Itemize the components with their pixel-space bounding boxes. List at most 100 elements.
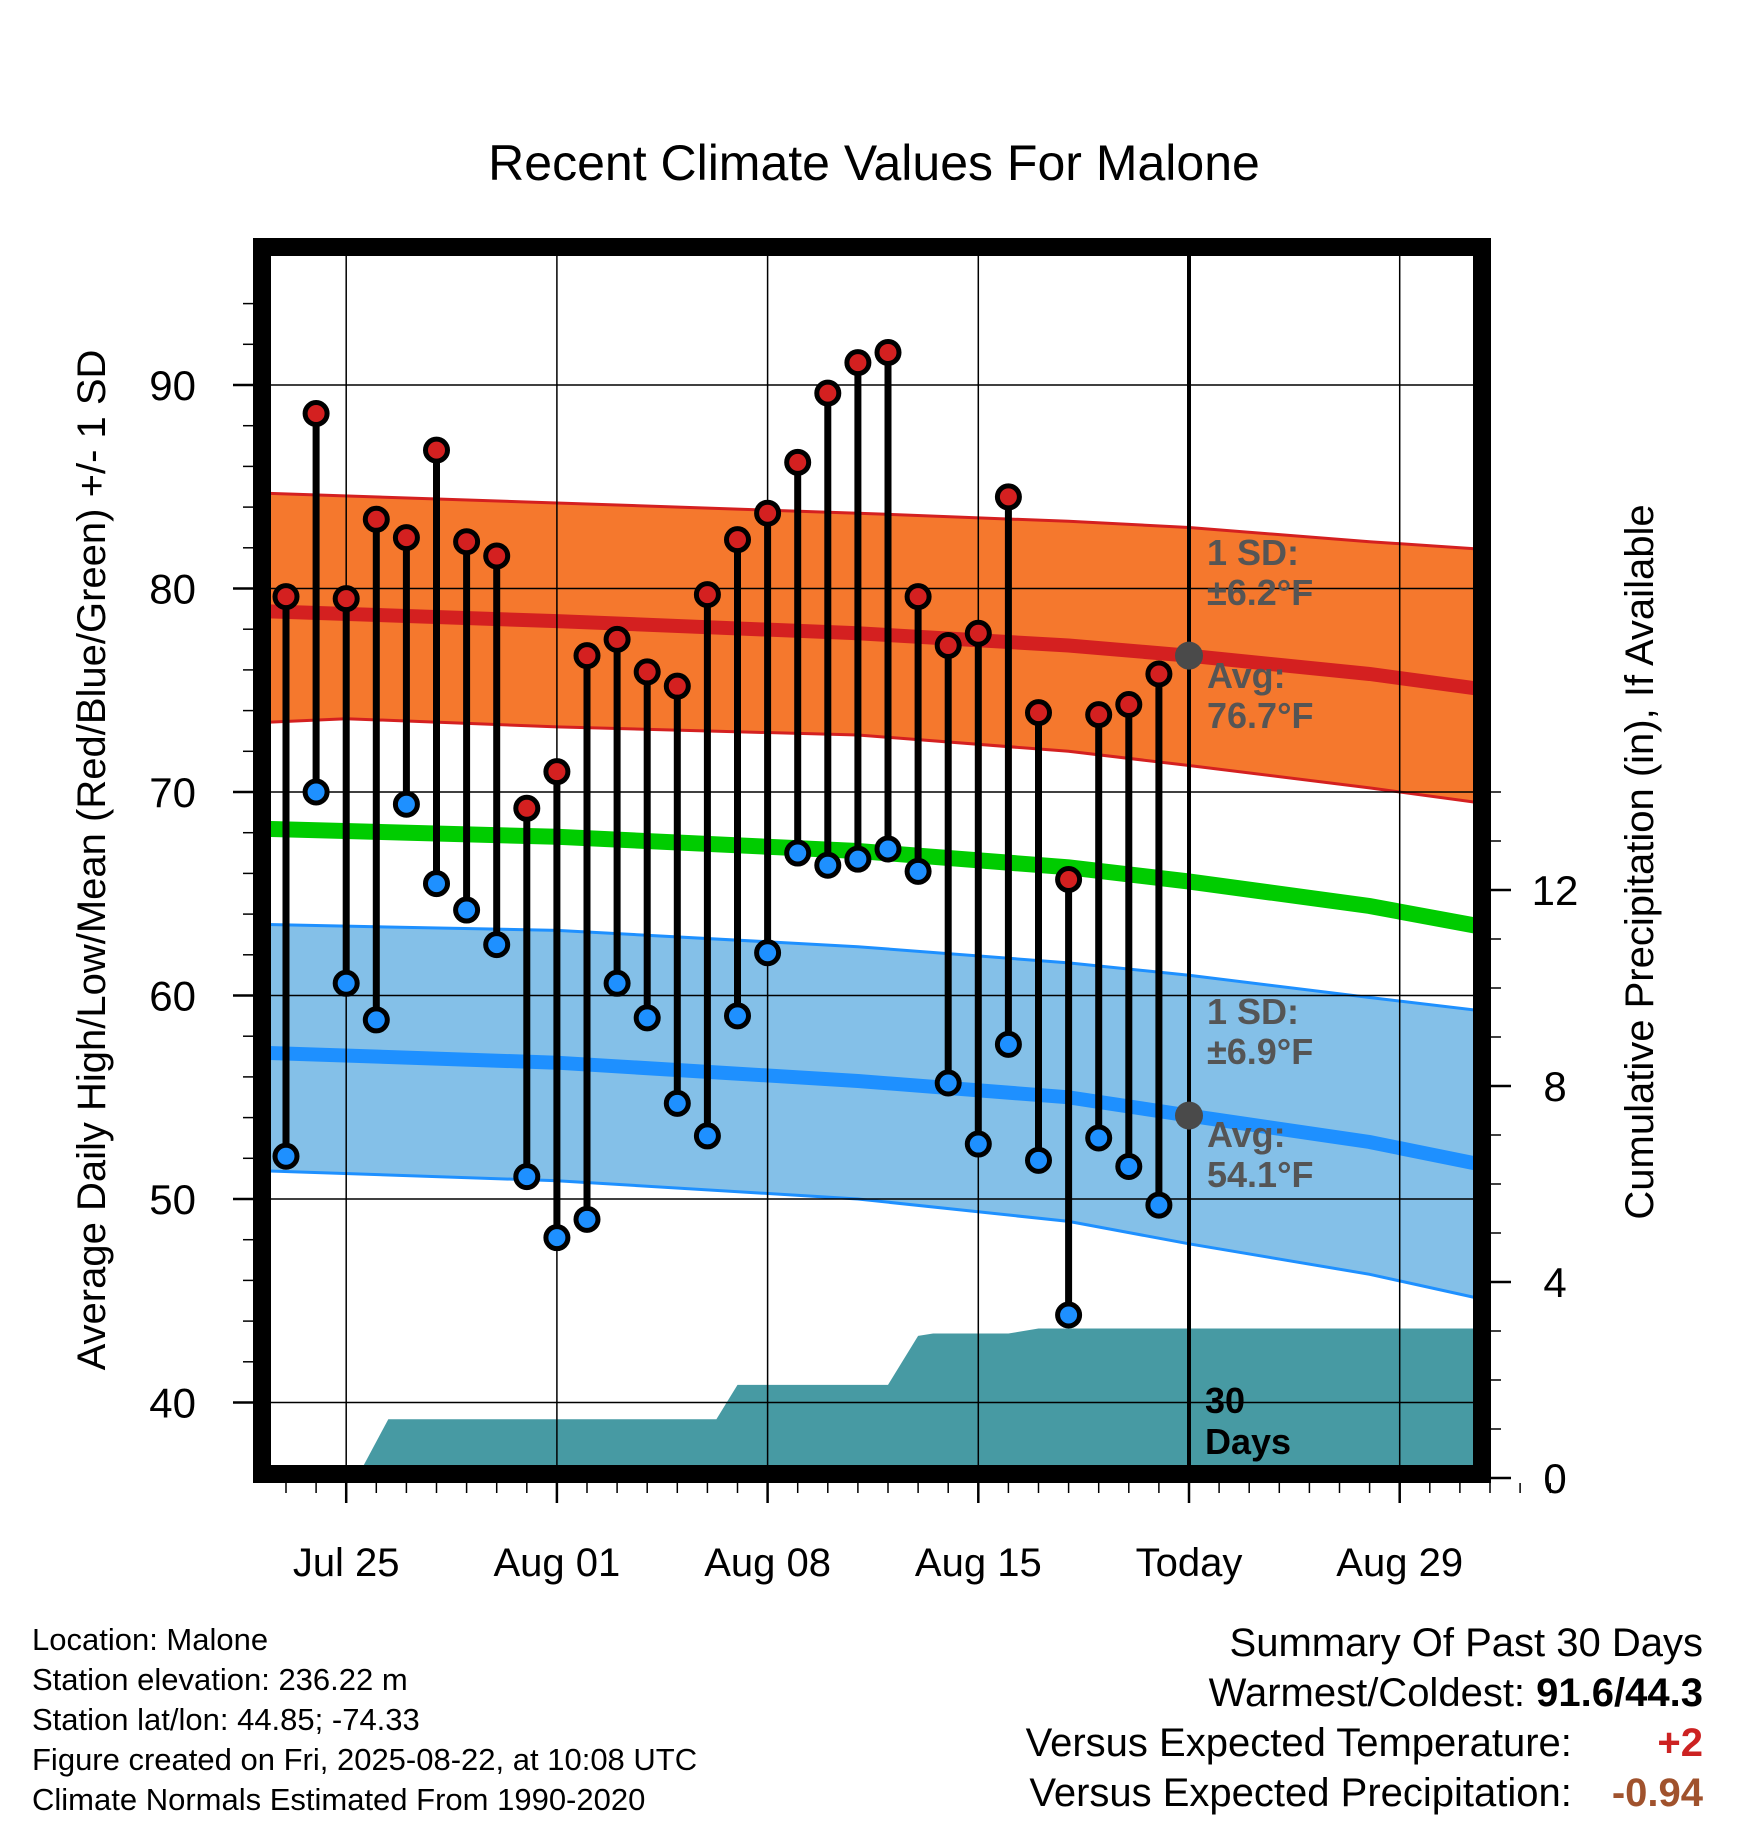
daily-high-point [814,379,842,407]
daily-low-point [1025,1146,1052,1174]
daily-high-point [302,399,330,427]
elevation-text: Station elevation: 236.22 m [32,1662,408,1697]
daily-high-point [392,524,420,552]
y-tick-label: 40 [149,1380,196,1427]
low-avg-annotation-0: Avg: [1207,1114,1286,1155]
normals-text: Climate Normals Estimated From 1990-2020 [32,1782,646,1817]
y-tick-label: 80 [149,566,196,613]
daily-high-point [453,528,481,556]
daily-low-point [904,857,932,885]
daily-high-point [272,583,300,611]
daily-dots [272,338,1173,1329]
days-annotation-1: Days [1205,1421,1291,1462]
daily-low-point [483,931,511,959]
y-axis-label: Average Daily High/Low/Mean (Red/Blue/Gr… [70,350,114,1371]
low-sd-band [262,924,1482,1300]
precip-value: -0.94 [1611,1771,1703,1815]
warm-cold-label: Warmest/Coldest: [1208,1671,1526,1715]
x-tick-label: Aug 15 [915,1541,1042,1585]
daily-high-point [934,631,962,659]
daily-high-point [332,585,360,613]
daily-low-point [302,778,330,806]
daily-low-point [513,1163,541,1191]
daily-low-point [603,969,631,997]
daily-low-point [964,1130,992,1158]
created-text: Figure created on Fri, 2025-08-22, at 10… [32,1742,698,1777]
grid-lines [262,247,1482,1474]
daily-low-point [814,851,842,879]
daily-low-point [453,896,481,924]
daily-low-point [724,1002,751,1030]
x-tick-label: Aug 29 [1336,1541,1463,1585]
daily-low-point [1055,1301,1083,1329]
daily-high-point [1145,660,1173,688]
daily-low-point [362,1006,390,1034]
daily-high-point [362,505,390,533]
daily-low-point [754,939,782,967]
daily-low-point [994,1030,1022,1058]
x-tick-label: Today [1136,1541,1243,1585]
daily-high-point [543,758,571,786]
daily-high-point [483,542,511,570]
daily-high-point [874,338,902,366]
daily-high-point [964,619,992,647]
days-annotation-0: 30 [1205,1380,1245,1421]
summary-warm-cold: Warmest/Coldest: 91.6/44.3 [1026,1668,1703,1718]
location-text: Location: Malone [32,1622,269,1657]
high-avg-annotation-0: Avg: [1207,655,1286,696]
daily-high-point [1055,866,1083,894]
daily-low-point [934,1069,962,1097]
high-sd-annotation-1: ±6.2°F [1207,572,1313,613]
daily-low-point [1145,1191,1173,1219]
temp-value: +2 [1657,1721,1703,1765]
daily-low-point [874,835,902,863]
x-tick-label: Aug 01 [494,1541,621,1585]
y2-tick-label: 8 [1543,1063,1566,1110]
daily-high-point [663,672,691,700]
precipitation-fill [262,1328,1482,1474]
daily-high-point [1115,690,1143,718]
low-sd-annotation-0: 1 SD: [1207,991,1299,1032]
daily-high-point [904,583,932,611]
daily-high-point [724,526,751,554]
daily-low-point [844,845,872,873]
daily-low-point [332,969,360,997]
temp-label: Versus Expected Temperature: [1025,1721,1572,1765]
plot-frame [253,238,1491,1483]
daily-high-point [784,448,812,476]
station-info: Location: Malone Station elevation: 236.… [32,1620,697,1820]
daily-low-point [543,1224,571,1252]
today-low-avg-marker [1175,1101,1203,1130]
daily-high-point [754,499,782,527]
y-tick-label: 60 [149,973,196,1020]
warm-cold-value: 91.6/44.3 [1536,1671,1703,1715]
y2-tick-label: 0 [1543,1455,1566,1502]
x-tick-label: Jul 25 [293,1541,400,1585]
chart-title: Recent Climate Values For Malone [488,135,1260,191]
precipitation-area [262,1328,1482,1474]
y2-axis-label: Cumulative Precipitation (in), If Availa… [1618,504,1662,1219]
low-avg-annotation-1: 54.1°F [1207,1154,1313,1195]
daily-low-point [693,1122,721,1150]
low-sd-annotation-1: ±6.9°F [1207,1031,1313,1072]
daily-low-point [423,870,450,898]
daily-high-point [1085,701,1113,729]
daily-low-point [784,839,812,867]
daily-high-point [994,483,1022,511]
daily-low-point [392,790,420,818]
daily-stems [282,352,1163,1315]
x-tick-label: Aug 08 [704,1541,831,1585]
summary-panel: Summary Of Past 30 Days Warmest/Coldest:… [1026,1618,1703,1818]
summary-temp: Versus Expected Temperature: +2 [1026,1718,1703,1768]
high-sd-band [262,493,1482,804]
daily-low-point [272,1142,300,1170]
daily-high-point [633,658,661,686]
summary-heading: Summary Of Past 30 Days [1229,1621,1703,1665]
daily-high-point [423,436,450,464]
y-tick-label: 50 [149,1176,196,1223]
high-sd-annotation-0: 1 SD: [1207,532,1299,573]
precip-label: Versus Expected Precipitation: [1029,1771,1572,1815]
daily-high-point [1025,699,1052,727]
daily-high-point [513,794,541,822]
